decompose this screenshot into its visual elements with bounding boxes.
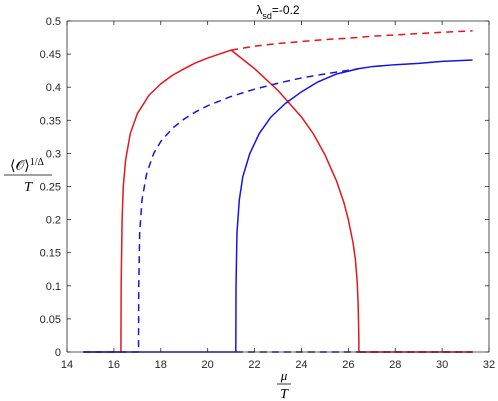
y-axis-label: ⟨𝒪⟩1/Δ T [4,157,52,195]
x-tick-label-24: 24 [295,359,307,371]
y-tick-label-0.45: 0.45 [40,49,61,61]
series-layer [83,30,473,353]
title-value: =-0.2 [272,3,300,17]
series-line-3 [230,30,473,51]
plot-area [67,21,489,352]
y-label-numerator: ⟨𝒪⟩1/Δ [10,157,45,175]
y-tick-label-0.1: 0.1 [46,281,61,293]
y-tick-label-0.2: 0.2 [46,215,61,227]
series-line-1 [83,49,232,353]
title-symbol: λ [256,3,262,17]
tick-layer: 14 16 18 20 22 24 26 28 30 32 0 0.05 0.1 0.15 0.2 0.25 0… [40,16,496,371]
y-label-operator: ⟨𝒪⟩ [10,159,30,174]
title-subscript: sd [262,11,272,21]
x-tick-label-22: 22 [248,359,260,371]
y-tick-label-0.05: 0.05 [40,314,61,326]
x-tick-label-30: 30 [436,359,448,371]
y-tick-label-0.15: 0.15 [40,248,61,260]
y-tick-label-0.5: 0.5 [46,16,61,28]
x-tick-label-14: 14 [61,359,73,371]
x-tick-label-28: 28 [389,359,401,371]
series-line-2 [230,49,473,353]
x-label-numerator: μ [280,368,288,383]
y-label-exponent: 1/Δ [30,157,45,168]
y-label-denominator: T [24,180,33,195]
y-tick-label-0.25: 0.25 [40,182,61,194]
series-line-4 [83,67,359,353]
y-tick-label-0.4: 0.4 [46,82,61,94]
y-tick-label-0.35: 0.35 [40,115,61,127]
x-tick-label-26: 26 [342,359,354,371]
x-tick-label-16: 16 [108,359,120,371]
chart-title: λsd=-0.2 [256,3,300,21]
x-label-denominator: T [280,387,289,401]
y-tick-label-0: 0 [55,347,61,359]
x-axis-label: μ T [277,368,291,401]
x-tick-label-18: 18 [155,359,167,371]
y-tick-label-0.3: 0.3 [46,148,61,160]
x-tick-label-20: 20 [202,359,214,371]
x-tick-label-32: 32 [483,359,495,371]
series-line-7 [235,59,473,352]
